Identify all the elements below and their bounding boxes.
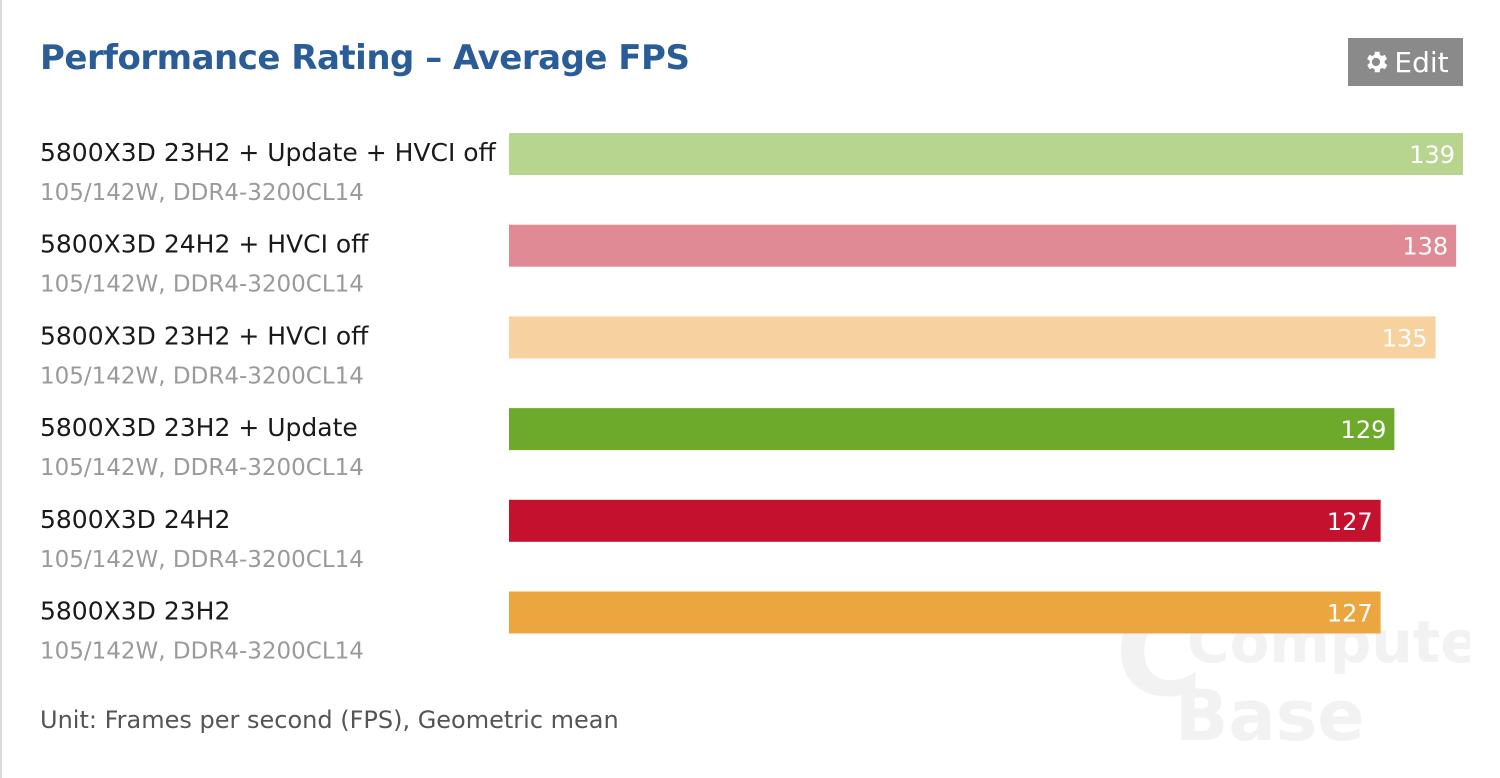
- bar-value-label: 139: [1409, 141, 1455, 169]
- bar: [509, 408, 1395, 451]
- bar-label: 5800X3D 23H2 + Update: [40, 413, 358, 442]
- bar-sublabel: 105/142W, DDR4-3200CL14: [40, 180, 364, 206]
- bar-sublabel: 105/142W, DDR4-3200CL14: [40, 363, 364, 389]
- bar-sublabel: 105/142W, DDR4-3200CL14: [40, 455, 364, 481]
- bar: [509, 499, 1381, 542]
- bar: [509, 591, 1381, 634]
- edit-button[interactable]: Edit: [1348, 38, 1463, 86]
- unit-caption: Unit: Frames per second (FPS), Geometric…: [40, 706, 619, 734]
- bar: [509, 133, 1463, 175]
- bar-chart: 5800X3D 23H2 + Update + HVCI off 105/142W…: [40, 133, 1463, 665]
- bar-label: 5800X3D 24H2: [40, 505, 230, 534]
- bar-label: 5800X3D 23H2 + Update + HVCI off: [40, 138, 497, 167]
- bar-value-label: 129: [1341, 416, 1387, 444]
- bar-label: 5800X3D 23H2 + HVCI off: [40, 321, 369, 350]
- bar: [509, 316, 1436, 359]
- bar-value-label: 127: [1327, 508, 1373, 536]
- bar-value-label: 138: [1402, 233, 1448, 261]
- bar-value-label: 135: [1382, 324, 1428, 352]
- bar-sublabel: 105/142W, DDR4-3200CL14: [40, 547, 364, 573]
- bar-value-label: 127: [1327, 600, 1373, 628]
- chart-title: Performance Rating – Average FPS: [40, 38, 690, 78]
- bar: [509, 224, 1457, 267]
- bar-label: 5800X3D 24H2 + HVCI off: [40, 230, 369, 259]
- gear-icon: [1362, 48, 1390, 76]
- bar-label: 5800X3D 23H2: [40, 597, 230, 626]
- bar-sublabel: 105/142W, DDR4-3200CL14: [40, 639, 364, 665]
- bar-sublabel: 105/142W, DDR4-3200CL14: [40, 272, 364, 298]
- edit-label: Edit: [1394, 45, 1449, 79]
